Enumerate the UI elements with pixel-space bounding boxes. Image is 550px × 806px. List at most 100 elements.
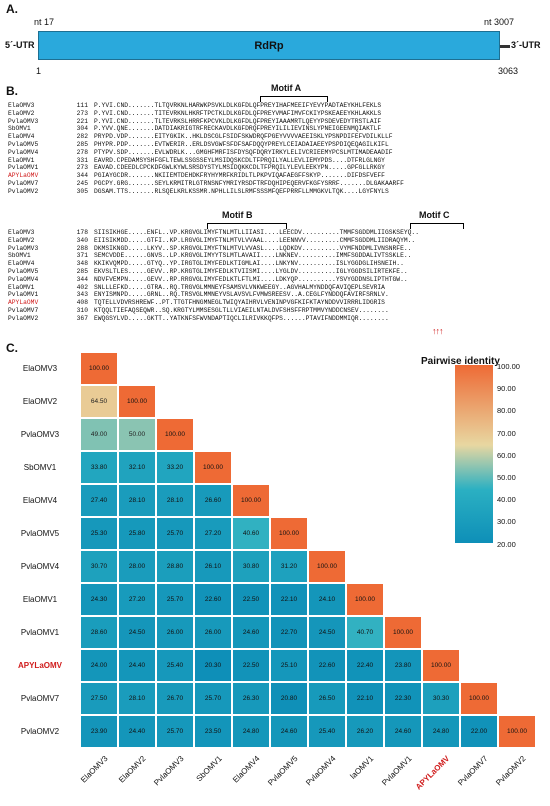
heatmap-cell: 26.30 [232,682,270,715]
heatmap-cell: 26.50 [308,682,346,715]
legend-tick: 70.00 [497,428,516,438]
legend-tick: 50.00 [497,473,516,482]
heatmap-cell: 27.50 [80,682,118,715]
heatmap-cell: 27.20 [194,517,232,550]
alignment-row: PvlaOMV1 343 ENYISMNPD.....GRNL..RQ.TRSVGL… [8,291,548,299]
heatmap-col-label: PvlaOMV1 [379,754,414,788]
alignment-row: PvlaOMV2 305 DGSAM.TTS.......RLSQELKRLKSSM… [8,188,548,196]
sequence-residues: PHYPR.PDP.......EVTWERIR..ERLDSVGWFSFDFS… [94,141,389,148]
heatmap-cell: 28.80 [156,550,194,583]
sequence-position: 285 [76,141,88,148]
heatmap-cell: 28.00 [118,550,156,583]
heatmap-cell: 22.50 [232,583,270,616]
heatmap-cell: 25.70 [156,583,194,616]
sequence-residues: P.YVI.CND.......TLTQVRKNLHARWKPSVKLDLKGF… [94,102,382,109]
sequence-name: APYLaOMV [8,299,39,307]
panel-label-c: C. [6,341,18,355]
alignment-block-top: ElaOMV3 111 P.YVI.CND.......TLTQVRKNLHARWK… [8,102,548,198]
sequence-position: 402 [76,283,88,291]
heatmap-cell: 22.00 [460,715,498,748]
alignment-row: APYLaOMV 408 TQTELLVDVRSHREWF..PT.TTGTFHNG… [8,299,548,307]
heatmap-cell: 22.60 [308,649,346,682]
heatmap-cell: 40.60 [232,517,270,550]
sequence-name: PvlaOMV2 [8,187,39,195]
sequence-residues: PGIAYGCDR.......NKIIEMTDEHDKFRYHYMRFKRID… [94,172,385,180]
heatmap-cell: 100.00 [118,385,156,418]
heatmap-cell: 23.50 [194,715,232,748]
alignment-row: APYLaOMV 344 PGIAYGCDR.......NKIIEMTDEHDKF… [8,172,548,180]
heatmap-cell: 25.80 [118,517,156,550]
sequence-residues: EKVSLTLES.....GEVV..RP.KRGTGLIMYFEDLKTVI… [94,268,408,275]
heatmap-col-label: PvlaOMV5 [265,754,300,788]
heatmap-cell: 25.70 [194,682,232,715]
sequence-name: ElaOMV4 [8,133,35,141]
panel-label-a: A. [6,2,18,16]
alignment-row: SbOMV1 304 P.YVV.QNE.......DATDIAKRIGTRFRE… [8,125,548,133]
sequence-residues: EAVAD.CDEEDLCPCKDFGWLKYWLSRSDYSTYLMSIDQK… [94,164,385,172]
alignment-row: ElaOMV3 111 P.YVI.CND.......TLTQVRKNLHARWK… [8,102,548,110]
legend-tick: 20.00 [497,539,516,549]
heatmap-cell: 24.80 [422,715,460,748]
sequence-residues: PGCPY.GRG.......SEYLKRMITRLGTRNSNFYMRIYR… [94,180,404,187]
alignment-row: PvlaOMV3 221 P.YVI.CND.......TLTEVRKSLHRRF… [8,118,548,126]
heatmap-cell: 22.50 [232,649,270,682]
heatmap-cell: 30.70 [80,550,118,583]
genome-pos-start: 1 [36,66,42,76]
heatmap-cell: 26.10 [194,550,232,583]
alignment-row: PvlaOMV1 273 EAVAD.CDEEDLCPCKDFGWLKYWLSRSD… [8,164,548,172]
legend-colorbar [455,365,493,543]
sequence-position: 367 [76,314,88,322]
sequence-residues: ENYISMNPD.....GRNL..RQ.TRSVGLMMNEYVSLAVS… [94,291,389,299]
heatmap-cell: 50.00 [118,418,156,451]
sequence-position: 304 [76,125,88,133]
legend-tick: 30.00 [497,517,516,527]
alignment-row: ElaOMV1 402 SNLLLEFKD.....GTRA..RQ.TRGVGLM… [8,284,548,292]
heatmap-cell: 27.20 [118,583,156,616]
sequence-residues: SNLLLEFKD.....GTRA..RQ.TRGVGLMMNEYFSAMSV… [94,283,385,291]
heatmap-col-label: PvlaOMV3 [151,754,186,788]
heatmap-cell: 100.00 [346,583,384,616]
heatmap-row-label: SbOMV1 [23,463,57,472]
heatmap-cell: 27.40 [80,484,118,517]
panel-label-b: B. [6,84,18,98]
heatmap-cell: 100.00 [498,715,536,748]
heatmap-cell: 31.20 [270,550,308,583]
sequence-residues: NDVFVEMPN.....GEVV..RP.RRGVGLIMYFEDLKTLF… [94,275,408,283]
heatmap-row-label: PvlaOMV4 [20,562,60,571]
heatmap-row-label: APYLaOMV [17,661,62,670]
heatmap-col-label: PvlaOMV7 [455,754,490,788]
sequence-residues: EAVRD.CPEDAMSYSHFGFLTEWLSSGSSEYLMSIDQSKC… [94,156,385,164]
sequence-name: PvlaOMV1 [8,164,39,172]
sequence-position: 344 [76,172,88,180]
alignment-row: PvlaOMV2 367 EWQGSYLVD.....GKTT..YATKNFSFW… [8,315,548,323]
heatmap-cell: 24.60 [232,616,270,649]
heatmap-row-label: PvlaOMV5 [20,529,60,538]
sequence-position: 288 [76,244,88,252]
heatmap-cell: 32.10 [118,451,156,484]
heatmap-cell: 26.60 [194,484,232,517]
heatmap-cell: 20.80 [270,682,308,715]
heatmap-cell: 24.40 [118,649,156,682]
rdrp-label: RdRp [254,39,284,52]
heatmap-cell: 26.00 [194,616,232,649]
heatmap-cell: 25.40 [156,649,194,682]
heatmap-cell: 100.00 [270,517,308,550]
rdrp-orf-box: RdRp [38,31,500,60]
sequence-name: PvlaOMV1 [8,291,39,299]
genome-utr3: 3´-UTR [511,40,541,50]
sequence-residues: PRYPD.VDP.......EITYGKIK..HKLDSCGLFSIDFS… [94,133,393,141]
sequence-name: PvlaOMV2 [8,314,39,322]
heatmap-row-label: PvlaOMV1 [20,628,60,637]
alignment-row: ElaOMV2 273 P.YVI.CND.......TITEVRKNLHKRFT… [8,110,548,118]
heatmap-cell: 24.40 [118,715,156,748]
heatmap-col-label: APYLaOMV [413,754,452,792]
sequence-position: 273 [76,164,88,172]
heatmap-cell: 40.70 [346,616,384,649]
heatmap-col-label: ElaOMV2 [116,754,148,785]
alignment-row: PvlaOMV4 278 PTYPV.SDP.......EVLWDRLK...GM… [8,149,548,157]
sequence-residues: P.YVI.CND.......TLTEVRKSLHRRFKPCVKLDLKGF… [94,117,382,125]
heatmap-cell: 28.10 [156,484,194,517]
heatmap-col-label: ElaOMV3 [78,754,110,785]
heatmap-row-label: ElaOMV3 [22,364,58,373]
sequence-residues: TQTELLVDVRSHREWF..PT.TTGTFHNGMNEGLTWIQYA… [94,299,385,307]
